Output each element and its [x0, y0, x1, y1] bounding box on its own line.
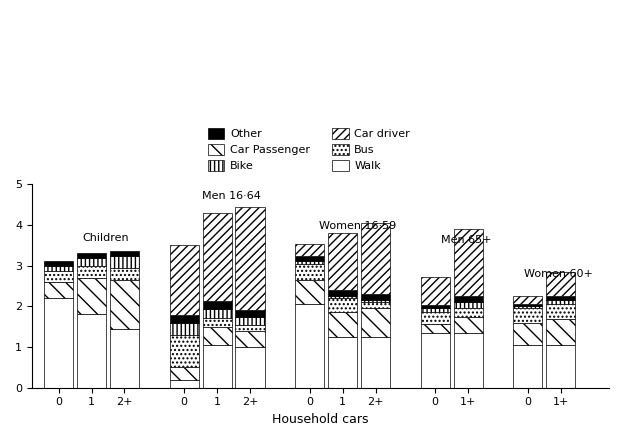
Bar	[295, 244, 324, 256]
Bar	[110, 280, 139, 329]
Bar	[421, 308, 450, 312]
Legend: Other, Car Passenger, Bike, Car driver, Bus, Walk: Other, Car Passenger, Bike, Car driver, …	[204, 125, 414, 175]
Bar	[361, 294, 390, 300]
Bar	[546, 300, 575, 304]
Bar	[546, 296, 575, 300]
Bar	[328, 337, 357, 388]
Bar	[328, 233, 357, 290]
Bar	[361, 337, 390, 388]
Bar	[361, 308, 390, 337]
Text: Men 16·64: Men 16·64	[202, 191, 261, 201]
Bar	[295, 264, 324, 280]
Bar	[361, 223, 390, 294]
Bar	[421, 333, 450, 388]
Bar	[295, 304, 324, 388]
Bar	[421, 312, 450, 324]
Bar	[203, 345, 232, 388]
Bar	[77, 258, 106, 266]
Bar	[170, 380, 198, 388]
X-axis label: Household cars: Household cars	[272, 413, 369, 426]
Bar	[546, 304, 575, 318]
Bar	[328, 290, 357, 296]
Bar	[77, 266, 106, 278]
Bar	[514, 296, 542, 304]
Bar	[328, 296, 357, 298]
Bar	[44, 282, 73, 298]
Bar	[77, 254, 106, 258]
Bar	[44, 261, 73, 265]
Bar	[110, 269, 139, 280]
Bar	[77, 278, 106, 314]
Bar	[203, 327, 232, 345]
Bar	[421, 324, 450, 333]
Bar	[454, 302, 483, 308]
Bar	[203, 309, 232, 318]
Bar	[546, 318, 575, 345]
Bar	[421, 277, 450, 305]
Bar	[454, 317, 483, 333]
Bar	[361, 302, 390, 308]
Bar	[454, 229, 483, 296]
Bar	[235, 325, 265, 331]
Bar	[203, 318, 232, 327]
Text: Children: Children	[83, 233, 129, 243]
Bar	[110, 329, 139, 388]
Bar	[44, 270, 73, 282]
Bar	[235, 347, 265, 388]
Bar	[110, 256, 139, 269]
Bar	[235, 318, 265, 325]
Bar	[328, 312, 357, 337]
Bar	[44, 265, 73, 270]
Bar	[514, 306, 542, 308]
Text: Women 16·59: Women 16·59	[318, 221, 396, 231]
Bar	[295, 280, 324, 304]
Bar	[170, 245, 198, 315]
Bar	[170, 315, 198, 323]
Bar	[546, 345, 575, 388]
Bar	[454, 333, 483, 388]
Bar	[203, 302, 232, 309]
Text: Men 65+: Men 65+	[441, 235, 492, 245]
Bar	[110, 251, 139, 256]
Bar	[235, 331, 265, 347]
Bar	[44, 298, 73, 388]
Bar	[170, 335, 198, 367]
Bar	[170, 323, 198, 335]
Text: Women 60+: Women 60+	[524, 269, 593, 279]
Bar	[454, 308, 483, 317]
Bar	[203, 213, 232, 302]
Bar	[514, 323, 542, 345]
Bar	[235, 310, 265, 318]
Bar	[546, 272, 575, 296]
Bar	[170, 367, 198, 380]
Bar	[514, 345, 542, 388]
Bar	[77, 314, 106, 388]
Bar	[514, 304, 542, 306]
Bar	[421, 305, 450, 308]
Bar	[235, 207, 265, 310]
Bar	[295, 261, 324, 264]
Bar	[454, 296, 483, 302]
Bar	[361, 300, 390, 302]
Bar	[328, 298, 357, 312]
Bar	[514, 308, 542, 323]
Bar	[295, 256, 324, 261]
